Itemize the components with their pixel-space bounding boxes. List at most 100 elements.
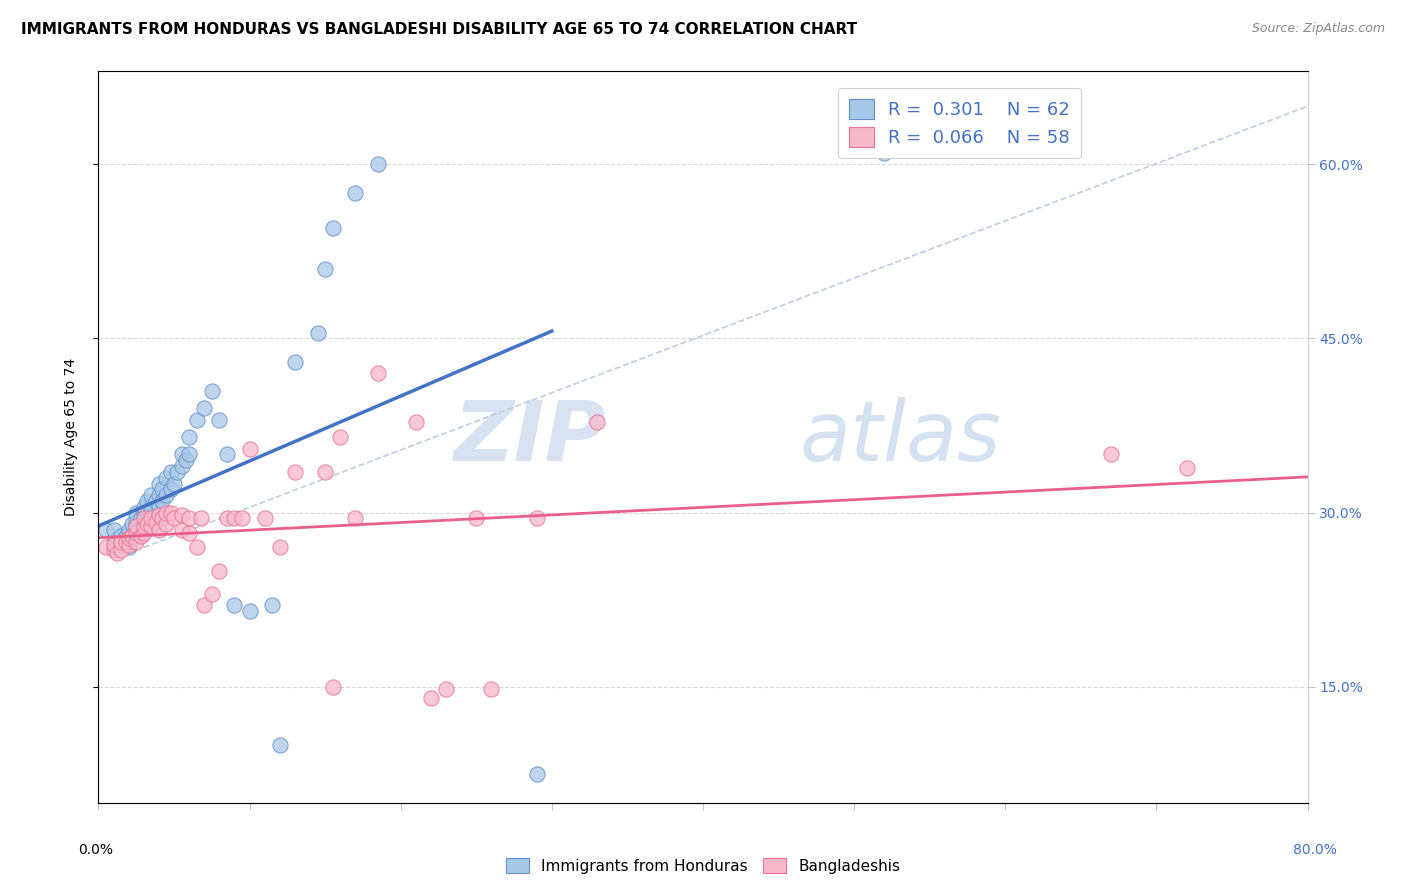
Point bbox=[103, 534, 125, 549]
Point bbox=[105, 541, 128, 555]
Point bbox=[110, 534, 132, 549]
Point bbox=[1099, 448, 1122, 462]
Point bbox=[170, 523, 193, 537]
Point bbox=[118, 523, 141, 537]
Point bbox=[155, 488, 177, 502]
Point bbox=[129, 529, 152, 543]
Point bbox=[132, 511, 155, 525]
Point bbox=[160, 483, 183, 497]
Point bbox=[526, 511, 548, 525]
Point bbox=[148, 500, 170, 514]
Point bbox=[170, 459, 193, 474]
Point bbox=[1175, 461, 1198, 475]
Y-axis label: Disability Age 65 to 74: Disability Age 65 to 74 bbox=[63, 358, 77, 516]
Point bbox=[145, 494, 167, 508]
Point bbox=[201, 384, 224, 398]
Point bbox=[367, 157, 389, 171]
Point bbox=[141, 488, 163, 502]
Point bbox=[148, 488, 170, 502]
Point bbox=[125, 519, 148, 533]
Point bbox=[224, 511, 246, 525]
Point bbox=[125, 506, 148, 520]
Legend: Immigrants from Honduras, Bangladeshis: Immigrants from Honduras, Bangladeshis bbox=[499, 852, 907, 880]
Point bbox=[118, 538, 141, 552]
Point bbox=[135, 517, 157, 532]
Point bbox=[174, 453, 197, 467]
Point bbox=[179, 526, 201, 541]
Point bbox=[215, 511, 238, 525]
Point bbox=[160, 506, 183, 520]
Point bbox=[125, 529, 148, 543]
Point bbox=[434, 681, 457, 696]
Point bbox=[110, 534, 132, 549]
Point bbox=[284, 354, 307, 368]
Point bbox=[239, 604, 262, 618]
Point bbox=[148, 508, 170, 522]
Point bbox=[125, 511, 148, 525]
Point bbox=[262, 599, 284, 613]
Point bbox=[215, 448, 238, 462]
Point bbox=[125, 534, 148, 549]
Point bbox=[465, 511, 488, 525]
Point bbox=[367, 366, 389, 380]
Point bbox=[224, 599, 246, 613]
Point bbox=[201, 587, 224, 601]
Point bbox=[269, 541, 291, 555]
Point bbox=[314, 261, 336, 276]
Point bbox=[132, 517, 155, 532]
Point bbox=[132, 506, 155, 520]
Point bbox=[193, 599, 215, 613]
Point bbox=[114, 534, 136, 549]
Point bbox=[329, 430, 352, 444]
Point bbox=[103, 538, 125, 552]
Point bbox=[121, 529, 143, 543]
Point bbox=[405, 415, 427, 429]
Point bbox=[163, 476, 186, 491]
Point bbox=[110, 542, 132, 557]
Point bbox=[110, 529, 132, 543]
Point bbox=[186, 412, 208, 426]
Text: 0.0%: 0.0% bbox=[79, 843, 112, 857]
Text: Source: ZipAtlas.com: Source: ZipAtlas.com bbox=[1251, 22, 1385, 36]
Point bbox=[129, 511, 152, 525]
Point bbox=[145, 515, 167, 529]
Point bbox=[121, 529, 143, 543]
Point bbox=[150, 494, 173, 508]
Point bbox=[344, 511, 367, 525]
Point bbox=[135, 511, 157, 525]
Point bbox=[344, 186, 367, 201]
Point bbox=[135, 494, 157, 508]
Point bbox=[105, 546, 128, 560]
Point bbox=[132, 519, 155, 533]
Point bbox=[118, 541, 141, 555]
Point bbox=[148, 476, 170, 491]
Text: ZIP: ZIP bbox=[454, 397, 606, 477]
Point bbox=[179, 448, 201, 462]
Point bbox=[231, 511, 253, 525]
Point bbox=[420, 691, 443, 706]
Point bbox=[155, 471, 177, 485]
Point bbox=[125, 523, 148, 537]
Point bbox=[150, 483, 173, 497]
Text: IMMIGRANTS FROM HONDURAS VS BANGLADESHI DISABILITY AGE 65 TO 74 CORRELATION CHAR: IMMIGRANTS FROM HONDURAS VS BANGLADESHI … bbox=[21, 22, 858, 37]
Point bbox=[132, 500, 155, 514]
Point bbox=[170, 448, 193, 462]
Point bbox=[103, 523, 125, 537]
Point bbox=[155, 506, 177, 520]
Point bbox=[322, 221, 344, 235]
Point bbox=[481, 681, 503, 696]
Point bbox=[284, 465, 307, 479]
Point bbox=[121, 517, 143, 532]
Point bbox=[208, 564, 231, 578]
Point bbox=[141, 511, 163, 525]
Point bbox=[190, 511, 212, 525]
Point bbox=[253, 511, 276, 525]
Point bbox=[103, 542, 125, 557]
Point bbox=[118, 531, 141, 545]
Point bbox=[114, 529, 136, 543]
Point bbox=[193, 401, 215, 415]
Point bbox=[125, 517, 148, 532]
Legend: R =  0.301    N = 62, R =  0.066    N = 58: R = 0.301 N = 62, R = 0.066 N = 58 bbox=[838, 87, 1081, 158]
Point bbox=[163, 511, 186, 525]
Point bbox=[307, 326, 329, 340]
